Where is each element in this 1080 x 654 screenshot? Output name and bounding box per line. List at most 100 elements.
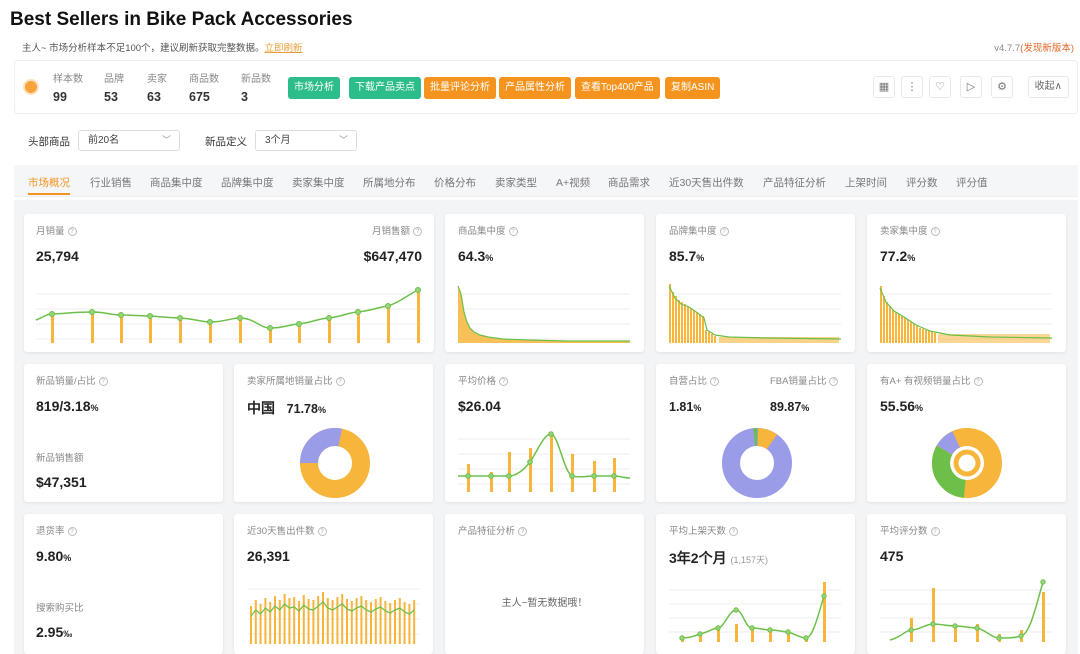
settings-icon[interactable]: ⚙ — [991, 76, 1013, 98]
sold30-bar — [394, 600, 396, 644]
top-toolbar: 样本数 99 品牌 53 卖家 63 商品数 675 新品数 3 市场分析 下载产品卖点 … — [14, 60, 1078, 114]
head-products-select[interactable]: 前20名 ﹀ — [78, 130, 180, 151]
sales-chart — [35, 287, 422, 343]
rating-count-card: 平均评分数? 475 — [867, 514, 1066, 654]
new-definition-select[interactable]: 3个月 ﹀ — [255, 130, 357, 151]
sold30-bar — [293, 597, 296, 644]
sold30-bar — [355, 598, 358, 644]
tab-sold30[interactable]: 近30天售出件数 — [669, 177, 744, 189]
tab-demand[interactable]: 商品需求 — [608, 177, 650, 189]
grid-icon[interactable]: ▦ — [873, 76, 895, 98]
new-products-revenue: $47,351 — [36, 474, 87, 490]
sold30-bar — [341, 594, 344, 644]
tab-rating-value[interactable]: 评分值 — [956, 177, 988, 189]
version-label[interactable]: v4.7.7(发现新版本) — [994, 43, 1074, 54]
sold30-bar — [307, 599, 310, 644]
top400-button[interactable]: 查看Top400产品 — [575, 77, 660, 99]
stat-new-products: 新品数 3 — [241, 74, 271, 104]
download-selling-points-button[interactable]: 下载产品卖点 — [349, 77, 421, 99]
returns-card: 退货率? 9.80% 搜索购买比 2.95‰ — [24, 514, 223, 654]
new-products-card: 新品销量/占比? 819/3.18% 新品销售额 $47,351 — [24, 364, 223, 502]
tab-rating-count[interactable]: 评分数 — [906, 177, 938, 189]
sold30-bar — [360, 596, 363, 644]
sold30-bar — [259, 604, 262, 644]
avg-price-chart — [458, 431, 631, 492]
sold30-bar — [274, 596, 276, 644]
sold30-card: 近30天售出件数? 26,391 — [234, 514, 433, 654]
tab-listing-date[interactable]: 上架时间 — [845, 177, 887, 189]
stat-brands: 品牌 53 — [104, 74, 124, 104]
sold30-bar — [365, 600, 368, 644]
monthly-units: 25,794 — [36, 248, 79, 264]
market-analysis-button[interactable]: 市场分析 — [288, 77, 340, 99]
plugin-logo — [23, 79, 39, 95]
sold30-bar — [413, 600, 416, 644]
tab-features[interactable]: 产品特征分析 — [763, 177, 826, 189]
product-concentration-chart — [457, 285, 630, 343]
refresh-link[interactable]: 立即刷新 — [264, 43, 303, 54]
sold30-bar — [331, 600, 334, 644]
seller-concentration-card: 卖家集中度? 77.2% — [867, 214, 1066, 352]
seller-location-card: 卖家所属地销量占比? 中国 71.78% — [234, 364, 433, 502]
tab-market-overview[interactable]: 市场概况 — [28, 177, 70, 195]
features-card: 产品特征分析? 主人~暂无数据哦！ — [445, 514, 644, 654]
sold30-bar — [264, 598, 267, 644]
sold30-bar — [269, 602, 272, 644]
sold30-bar — [298, 601, 300, 644]
product-concentration-card: 商品集中度? 64.3% — [445, 214, 644, 352]
listing-age-chart — [669, 582, 841, 642]
sold30-bar — [379, 597, 382, 644]
page-title: Best Sellers in Bike Pack Accessories — [10, 9, 353, 30]
tab-seller-type[interactable]: 卖家类型 — [495, 177, 537, 189]
aplus-donut — [932, 428, 1002, 498]
copy-asin-button[interactable]: 复制ASIN — [665, 77, 721, 99]
sold30-bar — [350, 601, 353, 644]
sold30-bar — [288, 598, 291, 644]
chevron-down-icon: ﹀ — [338, 135, 348, 145]
collapse-button[interactable]: 收起∧ — [1027, 76, 1069, 98]
sold30-bar — [389, 603, 392, 644]
bulk-review-analysis-button[interactable]: 批量评论分析 — [424, 77, 496, 99]
tab-industry-sales[interactable]: 行业销售 — [90, 177, 132, 189]
stat-products: 商品数 675 — [189, 74, 219, 104]
tab-location[interactable]: 所属地分布 — [363, 177, 416, 189]
avg-price-card: 平均价格? $26.04 — [445, 364, 644, 502]
sold30-chart — [248, 588, 420, 644]
listing-age-card: 平均上架天数? 3年2个月 (1,157天) — [656, 514, 855, 654]
empty-state-message: 主人~暂无数据哦！ — [501, 598, 588, 609]
tab-brand-concentration[interactable]: 品牌集中度 — [221, 177, 274, 189]
aplus-video-card: 有A+ 有视频销量占比? 55.56% — [867, 364, 1066, 502]
sold30-bar — [374, 599, 377, 644]
chevron-down-icon: ﹀ — [161, 135, 171, 145]
sold30-bar — [283, 594, 286, 644]
sold30-bar — [403, 602, 406, 644]
monthly-revenue: $647,470 — [363, 248, 422, 264]
sample-notice: 主人~ 市场分析样本不足100个，建议刷新获取完整数据。立即刷新 — [22, 43, 303, 54]
more-icon[interactable]: ⋮ — [901, 76, 923, 98]
sold30-value: 26,391 — [247, 548, 290, 564]
sold30-bar — [384, 601, 387, 644]
tab-aplus-video[interactable]: A+视频 — [556, 177, 591, 189]
sold30-bar — [254, 600, 257, 644]
self-fba-card: 自营占比? 1.81% FBA销量占比? 89.87% — [656, 364, 855, 502]
sold30-bar — [336, 597, 339, 644]
sold30-bar — [326, 598, 329, 644]
head-products-label: 头部商品 — [28, 136, 70, 148]
tab-product-concentration[interactable]: 商品集中度 — [150, 177, 203, 189]
sales-card: 月销量? 25,794 月销售额? $647,470 — [24, 214, 434, 352]
heart-icon[interactable]: ♡ — [929, 76, 951, 98]
sold30-bar — [370, 602, 372, 644]
tab-seller-concentration[interactable]: 卖家集中度 — [292, 177, 345, 189]
sold30-bar — [250, 606, 252, 644]
brand-concentration-chart — [668, 284, 842, 343]
play-icon[interactable]: ▷ — [960, 76, 982, 98]
sold30-bar — [346, 599, 348, 644]
sold30-bar — [317, 596, 320, 644]
stat-sellers: 卖家 63 — [147, 74, 167, 104]
avg-price-value: $26.04 — [458, 398, 501, 414]
sold30-bar — [312, 600, 315, 644]
rating-count-value: 475 — [880, 548, 904, 564]
analysis-tabs: 市场概况 行业销售 商品集中度 品牌集中度 卖家集中度 所属地分布 价格分布 卖… — [14, 165, 1078, 197]
tab-price[interactable]: 价格分布 — [434, 177, 476, 189]
attribute-analysis-button[interactable]: 产品属性分析 — [499, 77, 571, 99]
